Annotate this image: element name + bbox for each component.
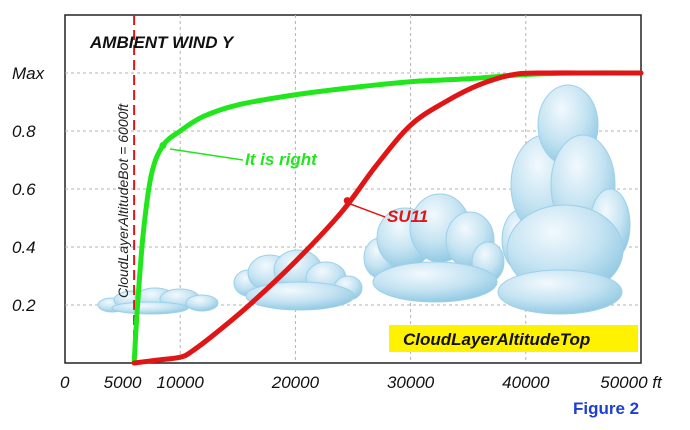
markers-group <box>159 142 351 205</box>
x-tick-label: 30000 <box>387 373 435 392</box>
figure-label: Figure 2 <box>573 399 639 418</box>
y-tick-label: 0.8 <box>12 122 36 141</box>
cloud-blob <box>497 269 623 315</box>
x-tick-label: 10000 <box>157 373 205 392</box>
chart-title: AMBIENT WIND Y <box>89 33 235 52</box>
x-tick-label: 20000 <box>271 373 320 392</box>
y-axis-ticks: 0.2 0.4 0.6 0.8 Max <box>12 64 45 315</box>
x-tick-label: 0 <box>60 373 70 392</box>
x-tick-label: 40000 <box>502 373 550 392</box>
cloud-top-label: CloudLayerAltitudeTop <box>403 330 590 349</box>
x-tick-label: 50000 ft <box>600 373 663 392</box>
x-tick-label: 5000 <box>104 373 142 392</box>
green-label-leader <box>169 148 244 161</box>
cloud-top-label-box <box>389 325 638 352</box>
red-series-label: SU11 <box>387 207 428 226</box>
series-line <box>131 70 644 366</box>
cloud-blob <box>372 261 498 303</box>
y-tick-label: 0.4 <box>12 238 36 257</box>
y-tick-label: 0.2 <box>12 296 36 315</box>
cloud-blob <box>245 281 355 311</box>
cloud-bottom-label: CloudLayerAltitudeBot = 6000ft <box>115 103 131 298</box>
red-label-leader <box>344 201 386 218</box>
cloud-blob <box>111 301 189 315</box>
x-axis-ticks: 0 5000 10000 20000 30000 40000 50000 ft <box>60 373 663 392</box>
green-series-label: It is right <box>245 150 318 169</box>
cloud-illustrations <box>97 84 631 315</box>
series-group <box>131 70 644 366</box>
y-tick-label: 0.6 <box>12 180 36 199</box>
y-tick-label: Max <box>12 64 45 83</box>
cloud-blob <box>185 294 219 312</box>
series-marker <box>159 142 167 149</box>
